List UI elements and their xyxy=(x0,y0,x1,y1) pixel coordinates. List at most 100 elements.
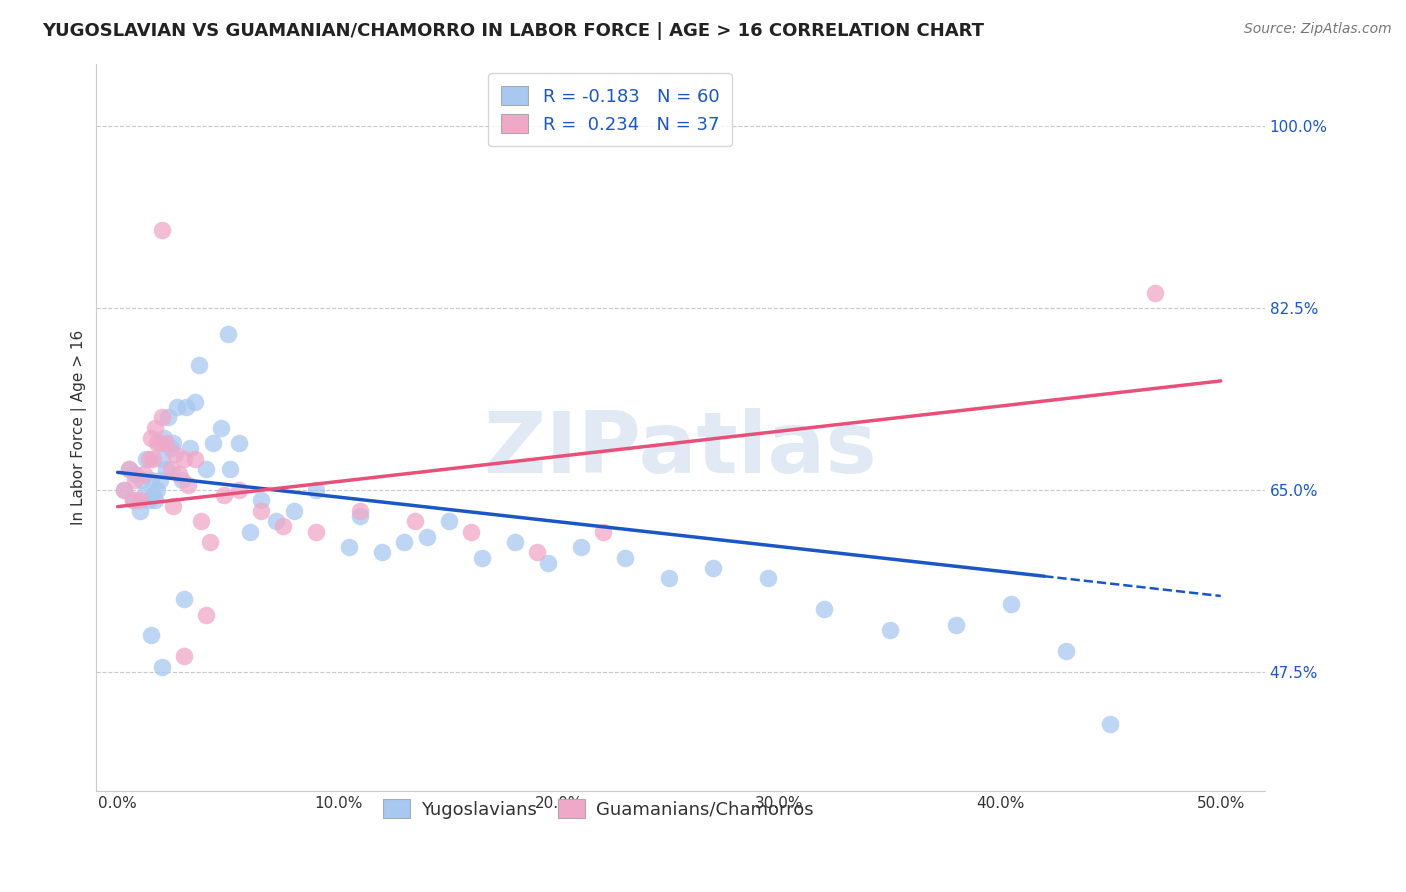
Point xyxy=(112,483,135,497)
Text: YUGOSLAVIAN VS GUAMANIAN/CHAMORRO IN LABOR FORCE | AGE > 16 CORRELATION CHART: YUGOSLAVIAN VS GUAMANIAN/CHAMORRO IN LAB… xyxy=(42,22,984,40)
Legend: Yugoslavians, Guamanians/Chamorros: Yugoslavians, Guamanians/Chamorros xyxy=(375,791,821,826)
Point xyxy=(271,519,294,533)
Point xyxy=(128,504,150,518)
Point xyxy=(170,473,193,487)
Point xyxy=(184,394,207,409)
Point xyxy=(658,571,681,585)
Point xyxy=(159,442,181,456)
Point xyxy=(177,478,200,492)
Point xyxy=(266,514,288,528)
Point xyxy=(228,436,250,450)
Point xyxy=(460,524,482,539)
Point xyxy=(194,607,217,622)
Point xyxy=(194,462,217,476)
Point xyxy=(143,493,166,508)
Point xyxy=(758,571,780,585)
Text: Source: ZipAtlas.com: Source: ZipAtlas.com xyxy=(1244,22,1392,37)
Point xyxy=(159,462,181,476)
Point xyxy=(131,473,153,487)
Point xyxy=(142,451,165,466)
Point xyxy=(437,514,460,528)
Point xyxy=(118,462,141,476)
Point xyxy=(702,561,724,575)
Point xyxy=(150,410,173,425)
Point xyxy=(217,327,239,342)
Point xyxy=(150,223,173,237)
Point xyxy=(190,514,212,528)
Point xyxy=(1099,716,1122,731)
Point xyxy=(212,488,235,502)
Point xyxy=(138,451,160,466)
Point xyxy=(537,556,560,570)
Point xyxy=(173,649,195,664)
Point xyxy=(188,359,211,373)
Point xyxy=(153,431,176,445)
Point xyxy=(132,488,155,502)
Point xyxy=(945,618,967,632)
Point xyxy=(124,473,146,487)
Point xyxy=(128,493,150,508)
Point xyxy=(371,545,394,559)
Point xyxy=(569,540,592,554)
Point xyxy=(471,550,494,565)
Point xyxy=(118,462,141,476)
Point xyxy=(200,535,222,549)
Point xyxy=(250,493,273,508)
Point xyxy=(155,462,177,476)
Point xyxy=(503,535,526,549)
Point xyxy=(394,535,416,549)
Text: ZIPatlas: ZIPatlas xyxy=(484,408,877,491)
Point xyxy=(305,524,328,539)
Point xyxy=(148,473,170,487)
Point xyxy=(879,624,901,638)
Point xyxy=(219,462,242,476)
Point xyxy=(148,436,170,450)
Point xyxy=(179,442,201,456)
Point xyxy=(162,436,184,450)
Point xyxy=(173,592,195,607)
Point xyxy=(592,524,614,539)
Point xyxy=(163,447,186,461)
Point xyxy=(139,628,162,642)
Point xyxy=(124,467,146,482)
Point xyxy=(349,504,371,518)
Point xyxy=(813,602,835,616)
Point xyxy=(169,467,191,482)
Point xyxy=(614,550,637,565)
Point xyxy=(150,451,173,466)
Point xyxy=(283,504,305,518)
Point xyxy=(305,483,328,497)
Point xyxy=(139,431,162,445)
Point xyxy=(1054,644,1077,658)
Point xyxy=(239,524,262,539)
Point xyxy=(228,483,250,497)
Point xyxy=(157,410,180,425)
Point xyxy=(122,493,145,508)
Point xyxy=(415,530,437,544)
Point xyxy=(112,483,135,497)
Point xyxy=(201,436,224,450)
Point xyxy=(143,420,166,434)
Point xyxy=(142,488,165,502)
Point xyxy=(250,504,273,518)
Point xyxy=(337,540,360,554)
Point xyxy=(146,436,169,450)
Point xyxy=(405,514,427,528)
Point xyxy=(166,400,188,414)
Point xyxy=(174,400,197,414)
Point xyxy=(162,499,184,513)
Point xyxy=(135,451,157,466)
Point xyxy=(349,508,371,523)
Point xyxy=(184,451,207,466)
Point xyxy=(138,493,160,508)
Point xyxy=(155,436,177,450)
Point xyxy=(139,473,162,487)
Point xyxy=(146,483,169,497)
Y-axis label: In Labor Force | Age > 16: In Labor Force | Age > 16 xyxy=(72,330,87,525)
Point xyxy=(1143,285,1166,300)
Point xyxy=(526,545,548,559)
Point xyxy=(132,467,155,482)
Point xyxy=(122,493,145,508)
Point xyxy=(173,451,195,466)
Point xyxy=(1000,597,1022,611)
